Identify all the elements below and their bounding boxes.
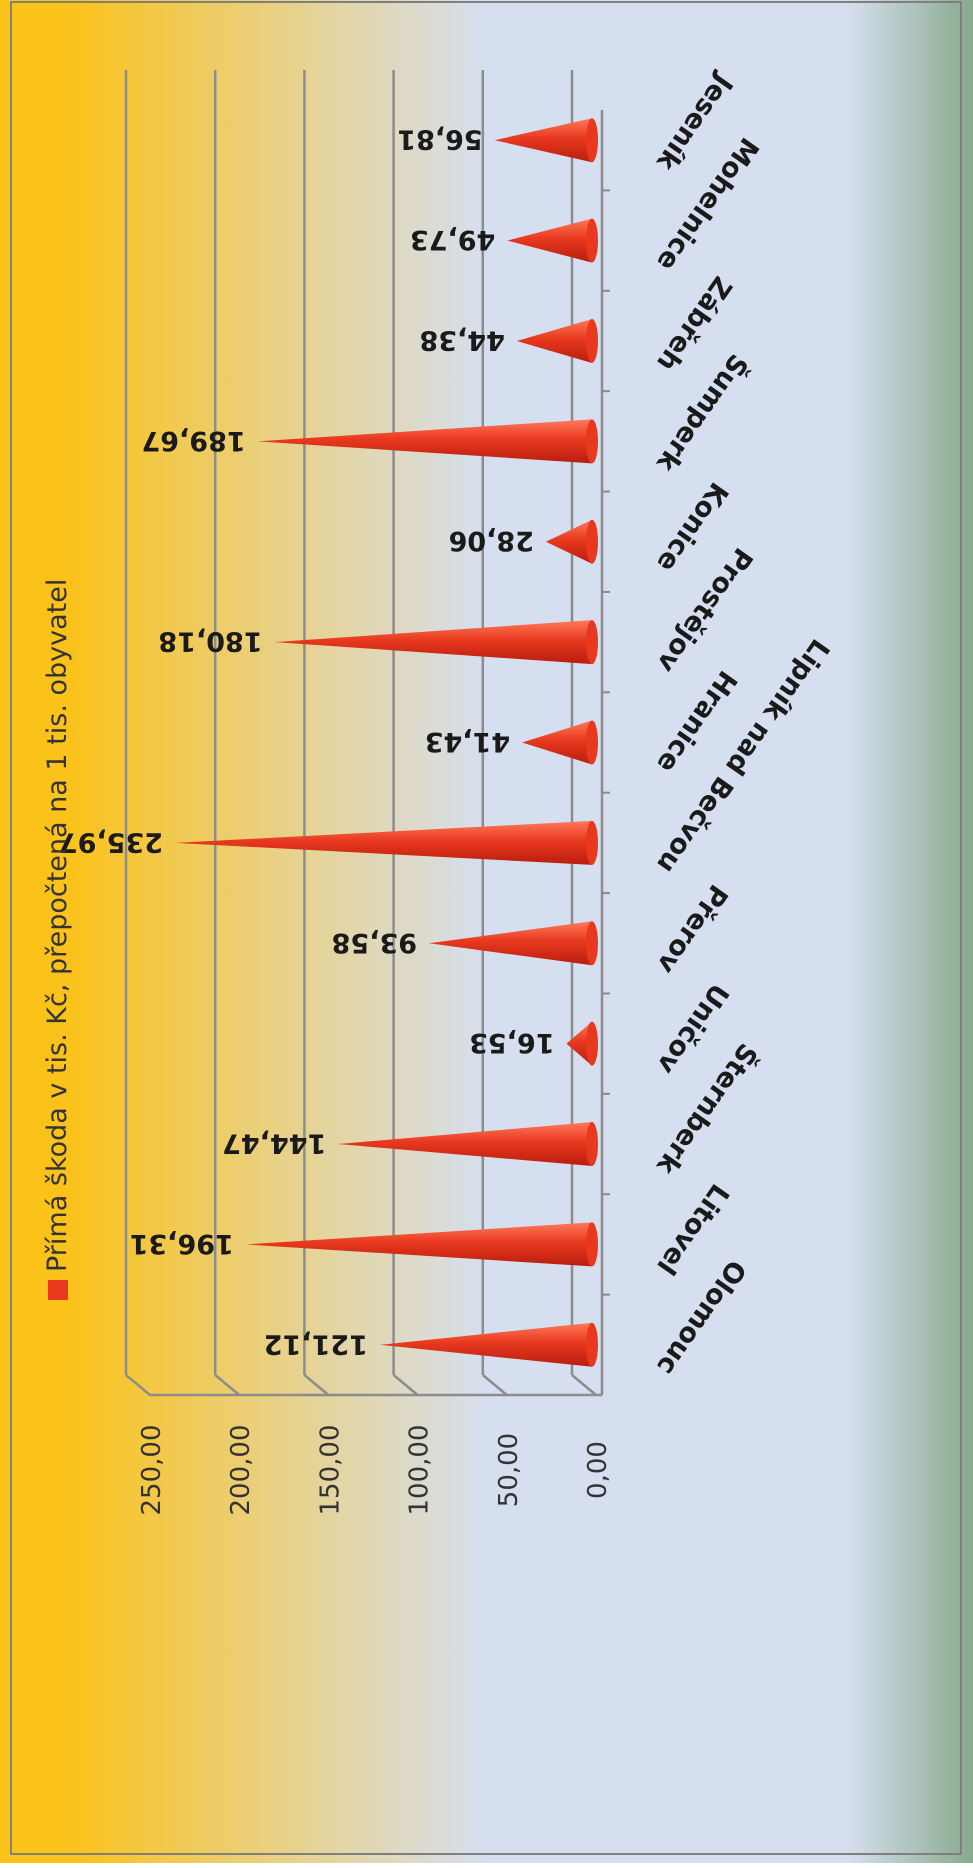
legend-label: Přímá škoda v tis. Kč, přepočtená na 1 t…: [42, 579, 73, 1272]
data-label: 16,53: [469, 1027, 554, 1058]
cone-base: [586, 1022, 598, 1066]
cone-base: [586, 1323, 598, 1367]
data-label: 93,58: [332, 927, 417, 958]
y-tick-label: 200,00: [226, 1425, 256, 1516]
y-tick-label: 100,00: [405, 1425, 435, 1516]
data-label: 235,97: [59, 826, 163, 857]
cone-base: [586, 1122, 598, 1166]
y-tick-label: 50,00: [494, 1433, 524, 1507]
legend-swatch: [48, 1280, 68, 1300]
data-label: 189,67: [141, 425, 245, 456]
data-label: 121,12: [264, 1328, 368, 1359]
data-label: 44,38: [419, 324, 504, 355]
data-label: 28,06: [449, 525, 534, 556]
cone-base: [586, 721, 598, 765]
data-label: 196,31: [130, 1228, 234, 1259]
data-label: 144,47: [222, 1128, 326, 1159]
data-label: 180,18: [158, 626, 262, 657]
cone-base: [586, 620, 598, 664]
y-tick-label: 150,00: [315, 1425, 345, 1516]
legend: Přímá škoda v tis. Kč, přepočtená na 1 t…: [42, 579, 73, 1300]
cone-base: [586, 419, 598, 463]
y-tick-label: 0,00: [583, 1441, 613, 1499]
cone-base: [586, 921, 598, 965]
cone-base: [586, 319, 598, 363]
cone-base: [586, 219, 598, 263]
y-tick-label: 250,00: [137, 1425, 167, 1516]
cone-base: [586, 821, 598, 865]
data-label: 41,43: [425, 726, 510, 757]
cone-base: [586, 118, 598, 162]
cone-base: [586, 520, 598, 564]
cone-base: [586, 1222, 598, 1266]
data-label: 56,81: [397, 124, 482, 155]
data-label: 49,73: [410, 224, 495, 255]
